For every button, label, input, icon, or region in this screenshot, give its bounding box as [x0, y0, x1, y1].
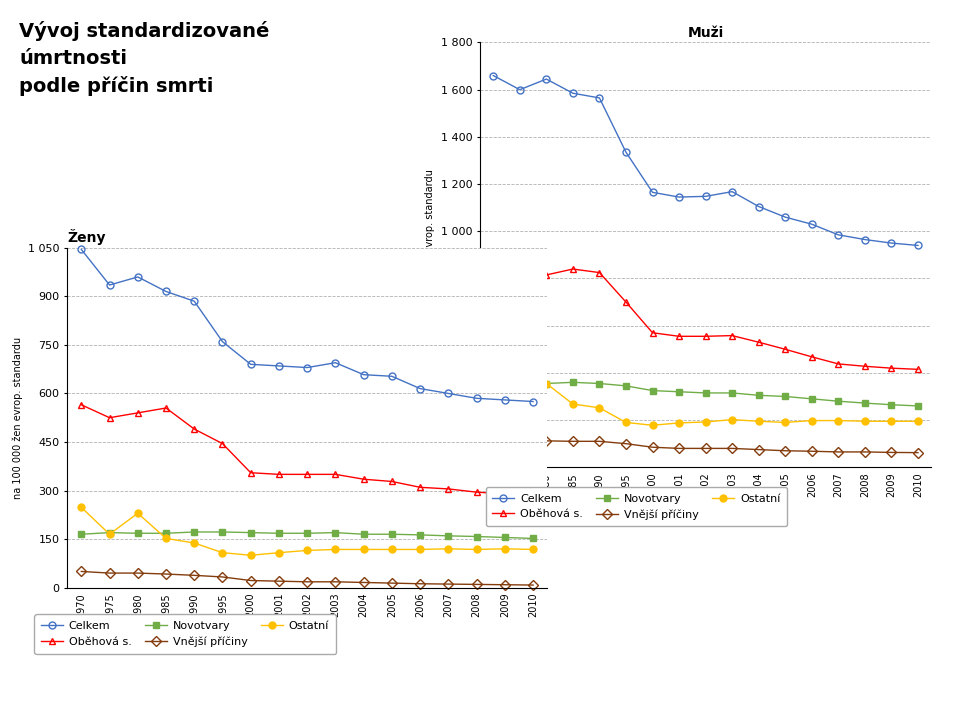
Text: Vývoj standardizované
úmrtnosti
podle příčin smrti: Vývoj standardizované úmrtnosti podle př…	[19, 21, 270, 96]
Y-axis label: na 100 000 žen evrop. standardu: na 100 000 žen evrop. standardu	[12, 337, 22, 498]
Y-axis label: na 100 000 mužů evrop. standardu: na 100 000 mužů evrop. standardu	[424, 169, 435, 341]
Legend: Celkem, Oběhová s., Novotvary, Vnější příčiny, Ostatní: Celkem, Oběhová s., Novotvary, Vnější př…	[35, 615, 336, 653]
Title: Muži: Muži	[687, 26, 724, 40]
Legend: Celkem, Oběhová s., Novotvary, Vnější příčiny, Ostatní: Celkem, Oběhová s., Novotvary, Vnější př…	[486, 487, 787, 526]
Text: Ženy: Ženy	[67, 229, 106, 245]
